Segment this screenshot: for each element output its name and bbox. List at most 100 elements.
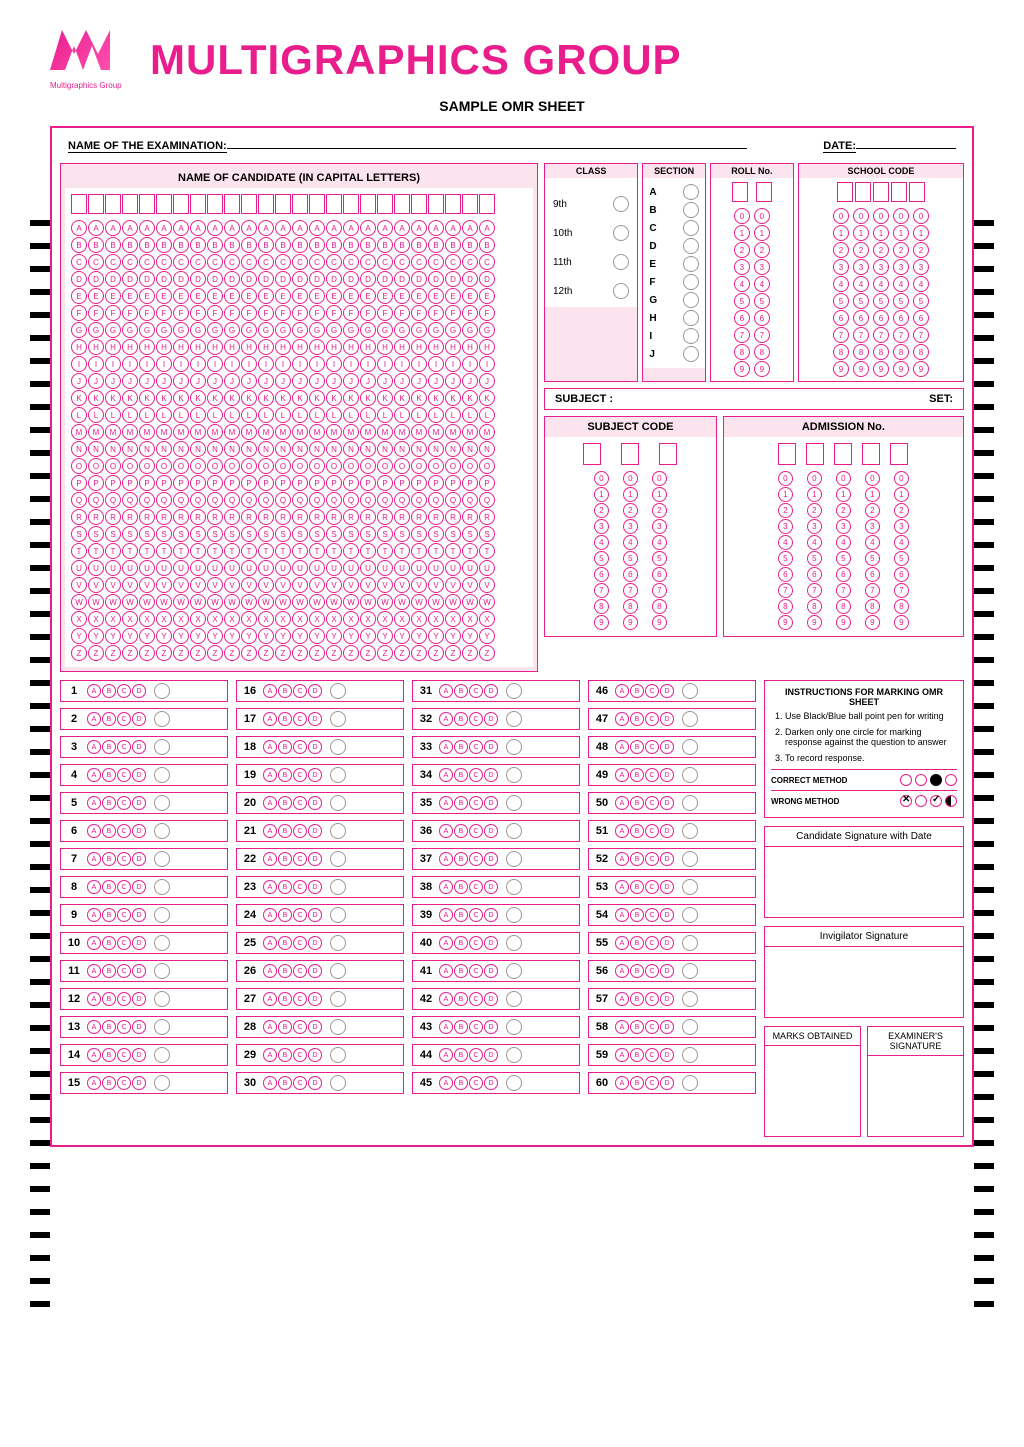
roll-write-boxes[interactable] <box>715 182 789 202</box>
question-row[interactable]: 22ABCD <box>236 848 404 870</box>
question-row[interactable]: 42ABCD <box>412 988 580 1010</box>
admission-write-boxes[interactable] <box>734 443 953 465</box>
examiner-signature-area[interactable] <box>868 1056 963 1136</box>
question-row[interactable]: 6ABCD <box>60 820 228 842</box>
roll-bubble-cols[interactable]: 01234567890123456789 <box>715 208 789 377</box>
question-row[interactable]: 48ABCD <box>588 736 756 758</box>
question-row[interactable]: 51ABCD <box>588 820 756 842</box>
question-row[interactable]: 36ABCD <box>412 820 580 842</box>
question-row[interactable]: 7ABCD <box>60 848 228 870</box>
exam-name-line[interactable] <box>227 148 747 149</box>
school-bubble-cols[interactable]: 0123456789012345678901234567890123456789… <box>803 208 959 377</box>
page-title: MULTIGRAPHICS GROUP <box>150 36 682 84</box>
question-row[interactable]: 15ABCD <box>60 1072 228 1094</box>
question-col-2: 16ABCD 17ABCD 18ABCD 19ABCD 20ABCD 21ABCD 22AB… <box>236 680 404 1137</box>
question-row[interactable]: 29ABCD <box>236 1044 404 1066</box>
name-write-boxes[interactable] <box>71 194 527 214</box>
class-header: CLASS <box>545 164 637 178</box>
question-row[interactable]: 31ABCD <box>412 680 580 702</box>
question-row[interactable]: 1ABCD <box>60 680 228 702</box>
question-row[interactable]: 47ABCD <box>588 708 756 730</box>
question-row[interactable]: 9ABCD <box>60 904 228 926</box>
question-row[interactable]: 18ABCD <box>236 736 404 758</box>
date-line[interactable] <box>856 148 956 149</box>
invigilator-signature-header: Invigilator Signature <box>765 927 963 947</box>
timing-marks-right <box>974 220 994 1324</box>
name-bubble-grid[interactable]: AAAAAAAAAAAAAAAAAAAAAAAAABBBBBBBBBBBBBBB… <box>71 220 527 661</box>
header: Multigraphics Group MULTIGRAPHICS GROUP <box>50 30 974 90</box>
question-row[interactable]: 26ABCD <box>236 960 404 982</box>
question-row[interactable]: 46ABCD <box>588 680 756 702</box>
marks-obtained-area[interactable] <box>765 1046 860 1126</box>
omr-sheet: Multigraphics Group MULTIGRAPHICS GROUP … <box>0 0 1024 1447</box>
candidate-name-header: NAME OF CANDIDATE (IN CAPITAL LETTERS) <box>65 168 533 188</box>
subject-code-write-boxes[interactable] <box>555 443 706 465</box>
logo-icon <box>50 30 110 70</box>
question-row[interactable]: 10ABCD <box>60 932 228 954</box>
question-row[interactable]: 53ABCD <box>588 876 756 898</box>
question-row[interactable]: 3ABCD <box>60 736 228 758</box>
question-row[interactable]: 45ABCD <box>412 1072 580 1094</box>
question-row[interactable]: 12ABCD <box>60 988 228 1010</box>
question-row[interactable]: 57ABCD <box>588 988 756 1010</box>
question-row[interactable]: 33ABCD <box>412 736 580 758</box>
question-row[interactable]: 21ABCD <box>236 820 404 842</box>
question-row[interactable]: 32ABCD <box>412 708 580 730</box>
question-row[interactable]: 14ABCD <box>60 1044 228 1066</box>
admission-header: ADMISSION No. <box>724 417 963 437</box>
section-list[interactable]: ABCDEFGHIJ <box>647 182 701 364</box>
question-row[interactable]: 13ABCD <box>60 1016 228 1038</box>
question-row[interactable]: 35ABCD <box>412 792 580 814</box>
correct-method-label: CORRECT METHOD <box>771 776 847 785</box>
instructions-col: INSTRUCTIONS FOR MARKING OMR SHEET Use B… <box>764 680 964 1137</box>
question-row[interactable]: 27ABCD <box>236 988 404 1010</box>
question-row[interactable]: 60ABCD <box>588 1072 756 1094</box>
question-row[interactable]: 34ABCD <box>412 764 580 786</box>
question-row[interactable]: 40ABCD <box>412 932 580 954</box>
question-row[interactable]: 17ABCD <box>236 708 404 730</box>
question-row[interactable]: 44ABCD <box>412 1044 580 1066</box>
question-row[interactable]: 25ABCD <box>236 932 404 954</box>
question-row[interactable]: 24ABCD <box>236 904 404 926</box>
subject-code-box: SUBJECT CODE 012345678901234567890123456… <box>544 416 717 637</box>
question-row[interactable]: 43ABCD <box>412 1016 580 1038</box>
class-list[interactable]: 9th10th11th12th <box>549 182 633 303</box>
logo: Multigraphics Group <box>50 30 130 90</box>
exam-name-label: NAME OF THE EXAMINATION: <box>68 140 227 153</box>
question-row[interactable]: 58ABCD <box>588 1016 756 1038</box>
question-row[interactable]: 16ABCD <box>236 680 404 702</box>
question-row[interactable]: 41ABCD <box>412 960 580 982</box>
school-write-boxes[interactable] <box>803 182 959 202</box>
question-row[interactable]: 38ABCD <box>412 876 580 898</box>
question-row[interactable]: 39ABCD <box>412 904 580 926</box>
question-row[interactable]: 23ABCD <box>236 876 404 898</box>
school-code-box: SCHOOL CODE 0123456789012345678901234567… <box>798 163 964 382</box>
question-row[interactable]: 28ABCD <box>236 1016 404 1038</box>
admission-bubble-cols[interactable]: 0123456789012345678901234567890123456789… <box>734 471 953 630</box>
wrong-method-label: WRONG METHOD <box>771 797 839 806</box>
question-row[interactable]: 54ABCD <box>588 904 756 926</box>
question-row[interactable]: 4ABCD <box>60 764 228 786</box>
subject-code-bubble-cols[interactable]: 012345678901234567890123456789 <box>555 471 706 630</box>
question-row[interactable]: 19ABCD <box>236 764 404 786</box>
question-row[interactable]: 55ABCD <box>588 932 756 954</box>
question-row[interactable]: 59ABCD <box>588 1044 756 1066</box>
candidate-signature-header: Candidate Signature with Date <box>765 827 963 847</box>
question-row[interactable]: 20ABCD <box>236 792 404 814</box>
question-row[interactable]: 37ABCD <box>412 848 580 870</box>
question-row[interactable]: 50ABCD <box>588 792 756 814</box>
question-row[interactable]: 52ABCD <box>588 848 756 870</box>
question-row[interactable]: 49ABCD <box>588 764 756 786</box>
question-row[interactable]: 30ABCD <box>236 1072 404 1094</box>
wrong-method-row: WRONG METHOD <box>771 790 957 811</box>
question-row[interactable]: 56ABCD <box>588 960 756 982</box>
candidate-signature-area[interactable] <box>765 847 963 917</box>
question-row[interactable]: 2ABCD <box>60 708 228 730</box>
question-col-3: 31ABCD 32ABCD 33ABCD 34ABCD 35ABCD 36ABCD 37AB… <box>412 680 580 1137</box>
question-row[interactable]: 11ABCD <box>60 960 228 982</box>
candidate-signature-box: Candidate Signature with Date <box>764 826 964 918</box>
question-row[interactable]: 8ABCD <box>60 876 228 898</box>
invigilator-signature-area[interactable] <box>765 947 963 1017</box>
question-row[interactable]: 5ABCD <box>60 792 228 814</box>
marks-obtained-box: MARKS OBTAINED <box>764 1026 861 1137</box>
